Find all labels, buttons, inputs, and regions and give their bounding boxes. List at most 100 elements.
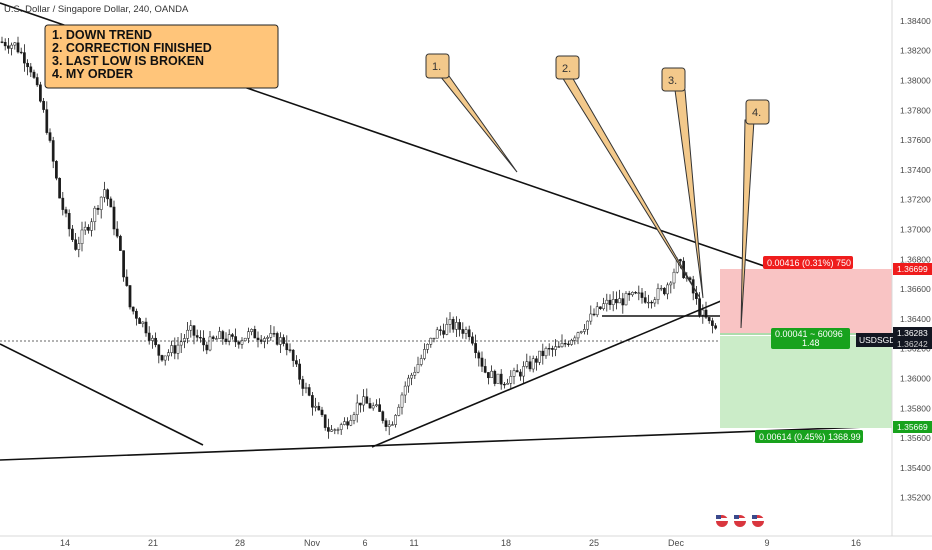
candle-body [131,306,135,312]
time-tick-label: 25 [589,538,599,548]
candle-body [282,337,285,344]
candle-body [39,84,42,102]
candle-body [551,348,554,350]
callout-4-label: 4. [752,107,761,119]
candle-body [467,329,471,338]
candle-body [451,319,455,330]
candle-body [48,132,52,141]
candle-body [234,336,237,343]
callout-2-box [555,55,580,80]
candle-body [480,357,484,367]
candle-body [512,370,516,377]
candle-body [211,336,215,339]
candle-body [256,337,260,341]
candle-body [253,329,257,339]
price-tick-label: 1.38000 [900,76,931,86]
candle-body [493,370,497,384]
candle-body [557,346,561,348]
candle-body [570,339,573,345]
price-tick-label: 1.37400 [900,165,931,175]
candle-body [122,250,125,278]
candle-body [16,42,20,53]
candle-body [77,243,81,250]
event-flags[interactable] [716,515,764,527]
candle-body [611,299,615,305]
candle-body [221,331,225,340]
price-tick-label: 1.37600 [900,135,931,145]
time-tick-label: 28 [235,538,245,548]
callouts [425,53,770,329]
flag-canton-2 [734,515,739,519]
candle-body [10,44,13,49]
candle-body [439,329,442,331]
candle-body [650,301,653,304]
candle-body [99,196,103,210]
note-line-4: 4. MY ORDER [52,67,133,81]
candle-body [522,366,525,377]
candle-body [112,206,116,230]
price-tick-label: 1.38400 [900,16,931,26]
candle-body [627,293,631,296]
price-tick-label: 1.37000 [900,225,931,235]
callout-1-label: 1. [432,61,441,73]
notes-box[interactable] [44,24,279,89]
time-axis[interactable]: 14 21 28 Nov 6 11 18 25 Dec 9 16 [60,538,861,548]
symbol-title: U.S. Dollar / Singapore Dollar, 240, OAN… [4,4,189,15]
candle-body [643,297,647,303]
candle-body [426,344,429,350]
candle-body [595,306,599,316]
target-price: 1.35669 [897,422,928,432]
candle-body [368,403,372,409]
price-axis[interactable]: 1.38400 1.38200 1.38000 1.37800 1.37600 1.374… [900,16,931,503]
candle-body [23,52,26,64]
candle-body [7,45,10,49]
candle-body [141,321,145,324]
candle-body [314,405,317,408]
candle-body [663,287,666,295]
symbol-badge-label: USDSGD [859,335,895,345]
candle-body [528,361,532,370]
candle-body [519,371,522,377]
callout-2-label: 2. [562,63,571,75]
candle-body [64,209,68,214]
candle-body [400,394,404,408]
candle-body [224,338,228,342]
callout-3-label: 3. [668,75,677,87]
candle-body [547,348,551,350]
candle-body [544,348,548,357]
candle-body [602,303,605,309]
candle-body [560,343,564,347]
candle-body [291,349,295,361]
candle-body [419,358,423,365]
candle-body [307,387,311,396]
candle-body [67,213,71,230]
candle-body [109,198,113,208]
candle-body [125,276,129,286]
candle-body [535,358,538,363]
target-label: 0.00614 (0.45%) 1368.99 [759,432,861,442]
candle-body [458,322,461,330]
candle-body [3,42,7,47]
candle-body [410,374,413,379]
candle-body [119,235,122,251]
candle-body [269,333,273,338]
stop-zone [720,269,892,333]
candle-body [160,355,164,361]
time-tick-label: 11 [409,538,418,548]
candle-body [93,207,97,222]
candle-body [272,333,276,335]
candle-body [653,299,657,304]
candle-body [573,337,577,341]
candle-body [352,414,356,421]
candle-body [599,306,602,309]
candle-body [51,140,55,162]
candle-body [186,329,189,339]
candle-body [304,387,308,389]
candle-body [496,373,500,384]
candle-body [0,41,4,43]
candle-body [378,404,381,412]
candle-body [189,325,193,331]
candle-body [215,338,218,340]
candle-body [176,344,180,354]
